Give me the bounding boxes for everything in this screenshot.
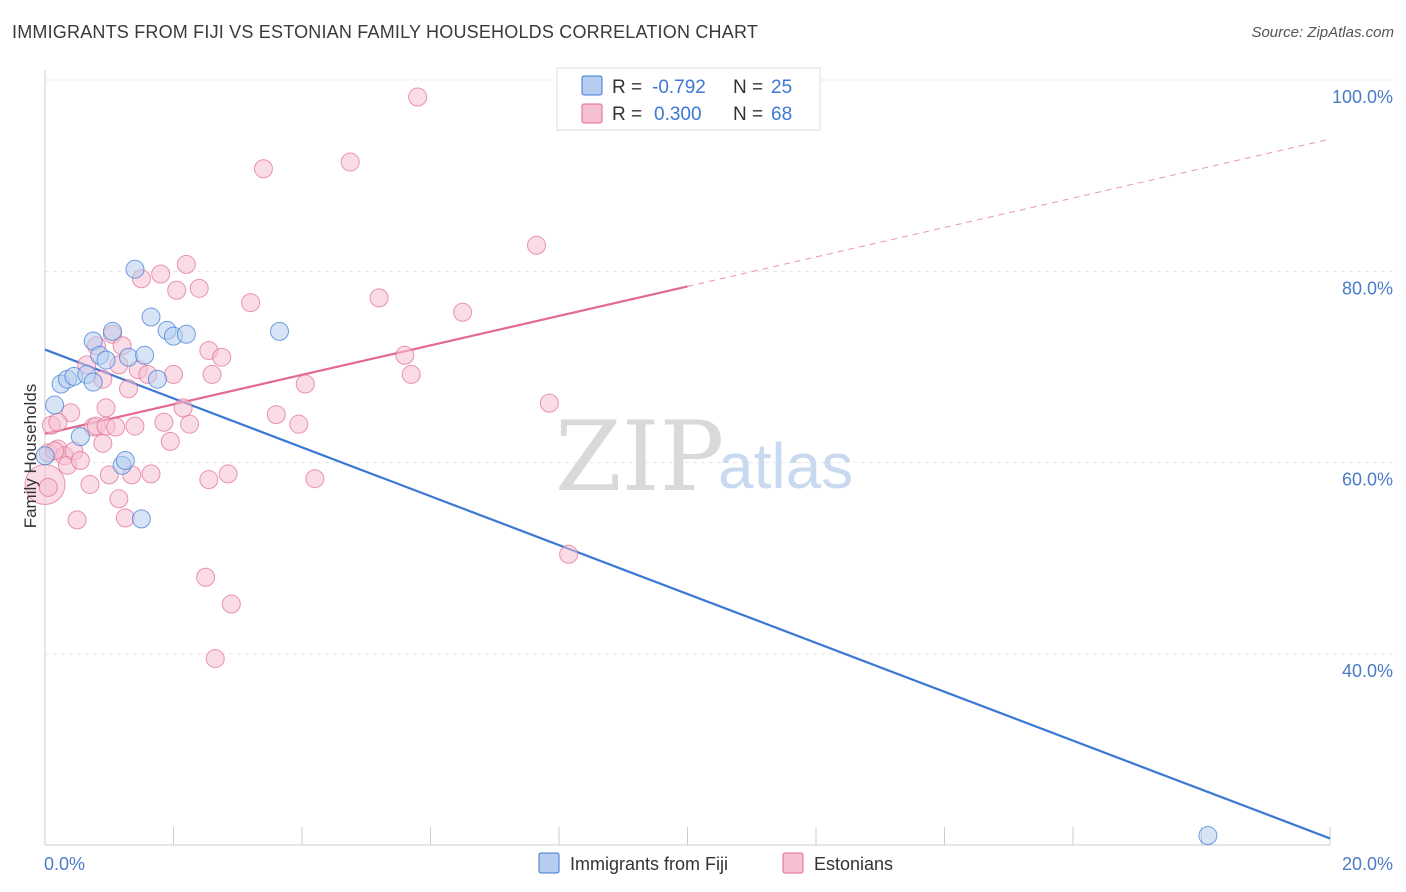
legend-fiji-r-value: -0.792 [652, 77, 706, 98]
data-point-estonians [221, 594, 241, 614]
data-point-estonians [151, 264, 171, 284]
data-point-estonians [180, 414, 200, 434]
data-point-estonians [93, 433, 113, 453]
data-point-estonians [199, 470, 219, 490]
legend-estonian-n-value: 68 [771, 104, 792, 125]
legend-item-estonians: Estonians [814, 854, 893, 874]
y-tick-label: 40.0% [1342, 661, 1393, 681]
legend-estonian-n-label: N = [733, 104, 763, 125]
data-point-fiji [115, 451, 135, 471]
data-point-estonians [289, 414, 309, 434]
data-point-estonians [212, 347, 232, 367]
data-point-estonians [253, 159, 273, 179]
trend-line-fiji [44, 348, 1331, 840]
data-point-estonians [106, 417, 126, 437]
data-point-estonians [539, 393, 559, 413]
data-point-estonians [160, 431, 180, 451]
x-tick-label: 20.0% [1342, 854, 1393, 874]
data-point-fiji [1198, 826, 1218, 846]
legend-item-estonians-swatch [782, 852, 804, 874]
data-point-estonians [167, 280, 187, 300]
data-points [24, 87, 1218, 846]
chart-title: IMMIGRANTS FROM FIJI VS ESTONIAN FAMILY … [12, 22, 759, 42]
legend-estonian-r-value: 0.300 [654, 104, 702, 125]
series-legend: Immigrants from Fiji Estonians [538, 852, 893, 874]
data-point-estonians [164, 364, 183, 384]
data-point-estonians [176, 254, 196, 274]
legend-swatch-fiji [581, 75, 603, 96]
watermark-zip: ZIP [555, 401, 724, 513]
data-point-estonians [527, 235, 547, 255]
data-point-estonians [266, 405, 286, 425]
legend-fiji-n-value: 25 [771, 77, 792, 98]
legend-fiji-n-label: N = [733, 77, 763, 98]
y-axis-label: Family Households [21, 384, 40, 529]
data-point-fiji [141, 307, 161, 327]
data-point-estonians [38, 477, 58, 497]
data-point-fiji [125, 259, 145, 279]
source-label: Source: ZipAtlas.com [1251, 24, 1394, 41]
data-point-estonians [67, 510, 87, 530]
data-point-estonians [305, 469, 325, 489]
data-point-estonians [408, 87, 428, 107]
data-point-estonians [559, 544, 579, 564]
data-point-estonians [109, 489, 129, 509]
data-point-estonians [99, 465, 119, 485]
data-point-estonians [70, 451, 90, 471]
data-point-estonians [218, 464, 238, 484]
data-point-fiji [119, 347, 139, 367]
data-point-estonians [395, 345, 415, 365]
axes [44, 70, 1331, 846]
data-point-estonians [369, 288, 389, 308]
data-point-estonians [61, 403, 81, 423]
data-point-fiji [147, 369, 167, 389]
legend-fiji-r-label: R = [612, 77, 642, 98]
y-tick-label: 80.0% [1342, 278, 1393, 298]
data-point-estonians [141, 464, 161, 484]
y-tick-labels: 40.0% 60.0% 80.0% 100.0% [1332, 87, 1393, 681]
data-point-fiji [45, 395, 65, 415]
data-point-estonians [48, 412, 68, 432]
data-point-fiji [35, 446, 55, 466]
data-point-fiji [102, 321, 122, 341]
legend-swatch-estonian [581, 103, 603, 124]
stats-legend: R = -0.792 N = 25 R = 0.300 N = 68 [556, 67, 821, 131]
data-point-estonians [453, 302, 473, 322]
data-point-fiji [270, 321, 290, 341]
data-point-estonians [80, 474, 100, 494]
data-point-estonians [196, 567, 216, 587]
data-point-estonians [154, 412, 174, 432]
data-point-estonians [205, 649, 225, 669]
x-tick-labels: 0.0% 20.0% [44, 854, 1393, 874]
data-point-estonians [173, 398, 193, 418]
data-point-fiji [176, 324, 196, 344]
legend-item-fiji-swatch [538, 852, 560, 874]
data-point-estonians [115, 508, 135, 528]
y-tick-label: 100.0% [1332, 87, 1393, 107]
data-point-estonians [340, 152, 360, 172]
y-tick-label: 60.0% [1342, 470, 1393, 490]
data-point-estonians [119, 379, 139, 399]
trend-line-extension [687, 138, 1331, 287]
data-point-estonians [401, 364, 421, 384]
data-point-estonians [125, 416, 145, 436]
data-point-estonians [202, 364, 222, 384]
data-point-fiji [70, 427, 90, 447]
trend-line-estonians [44, 285, 688, 435]
data-point-fiji [135, 345, 155, 365]
legend-estonian-r-label: R = [612, 104, 642, 125]
data-point-estonians [241, 293, 261, 313]
data-point-fiji [131, 509, 151, 529]
x-tick-label: 0.0% [44, 854, 85, 874]
data-point-estonians [96, 398, 116, 418]
watermark-atlas: atlas [718, 430, 853, 502]
grid [45, 79, 1394, 655]
trend-lines [44, 138, 1331, 840]
data-point-estonians [295, 374, 315, 394]
data-point-fiji [96, 350, 116, 370]
legend-item-fiji: Immigrants from Fiji [570, 854, 728, 874]
data-point-fiji [83, 372, 103, 392]
data-point-estonians [189, 278, 209, 298]
